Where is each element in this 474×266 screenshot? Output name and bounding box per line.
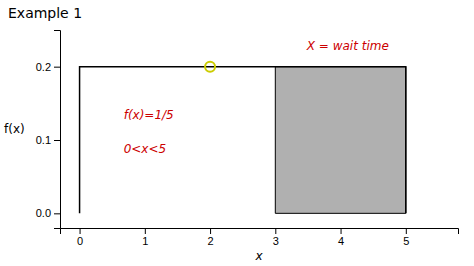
x-tick: 5 — [403, 228, 409, 247]
y-tick-label: 0.2 — [36, 61, 51, 73]
x-tick: 0 — [77, 228, 83, 247]
annotation: 0<x<5 — [124, 142, 166, 156]
annotation: f(x)=1/5 — [124, 108, 174, 122]
x-axis-line — [61, 229, 459, 235]
y-tick: 0.0 — [36, 207, 60, 219]
y-tick-label: 0.1 — [36, 134, 51, 146]
x-tick-mark — [145, 228, 146, 234]
x-tick: 3 — [273, 228, 279, 247]
annotation: X = wait time — [306, 39, 389, 53]
x-tick-label: 4 — [338, 235, 344, 247]
marker — [205, 62, 215, 72]
density-line — [80, 67, 406, 214]
plot-area — [80, 62, 406, 214]
x-tick-label: 2 — [208, 235, 214, 247]
x-tick-mark — [80, 228, 81, 234]
x-tick-label: 1 — [142, 235, 148, 247]
x-axis: 0 1 2 3 4 5 — [61, 228, 459, 247]
y-axis-line — [54, 31, 61, 229]
y-axis: 0.0 0.1 0.2 — [36, 31, 61, 229]
x-axis-label: x — [254, 249, 263, 263]
y-axis-label: f(x) — [4, 122, 25, 136]
x-tick-label: 5 — [403, 235, 409, 247]
x-tick-label: 0 — [77, 235, 83, 247]
chart: 0 1 2 3 4 5 0.0 0.1 0.2 Example 1 x f(x) X = wait ti… — [0, 0, 474, 266]
x-tick-mark — [210, 228, 211, 234]
x-tick: 1 — [142, 228, 148, 247]
y-tick-mark — [54, 67, 60, 68]
y-tick: 0.1 — [36, 134, 60, 146]
x-tick-mark — [406, 228, 407, 234]
shaded-area — [275, 67, 405, 214]
x-tick-mark — [341, 228, 342, 234]
x-tick: 2 — [208, 228, 214, 247]
x-tick: 4 — [338, 228, 344, 247]
title: Example 1 — [8, 5, 82, 21]
y-tick-mark — [54, 140, 60, 141]
x-tick-mark — [275, 228, 276, 234]
y-tick-label: 0.0 — [36, 207, 51, 219]
x-tick-label: 3 — [273, 235, 279, 247]
y-tick: 0.2 — [36, 61, 60, 73]
y-tick-mark — [54, 213, 60, 214]
